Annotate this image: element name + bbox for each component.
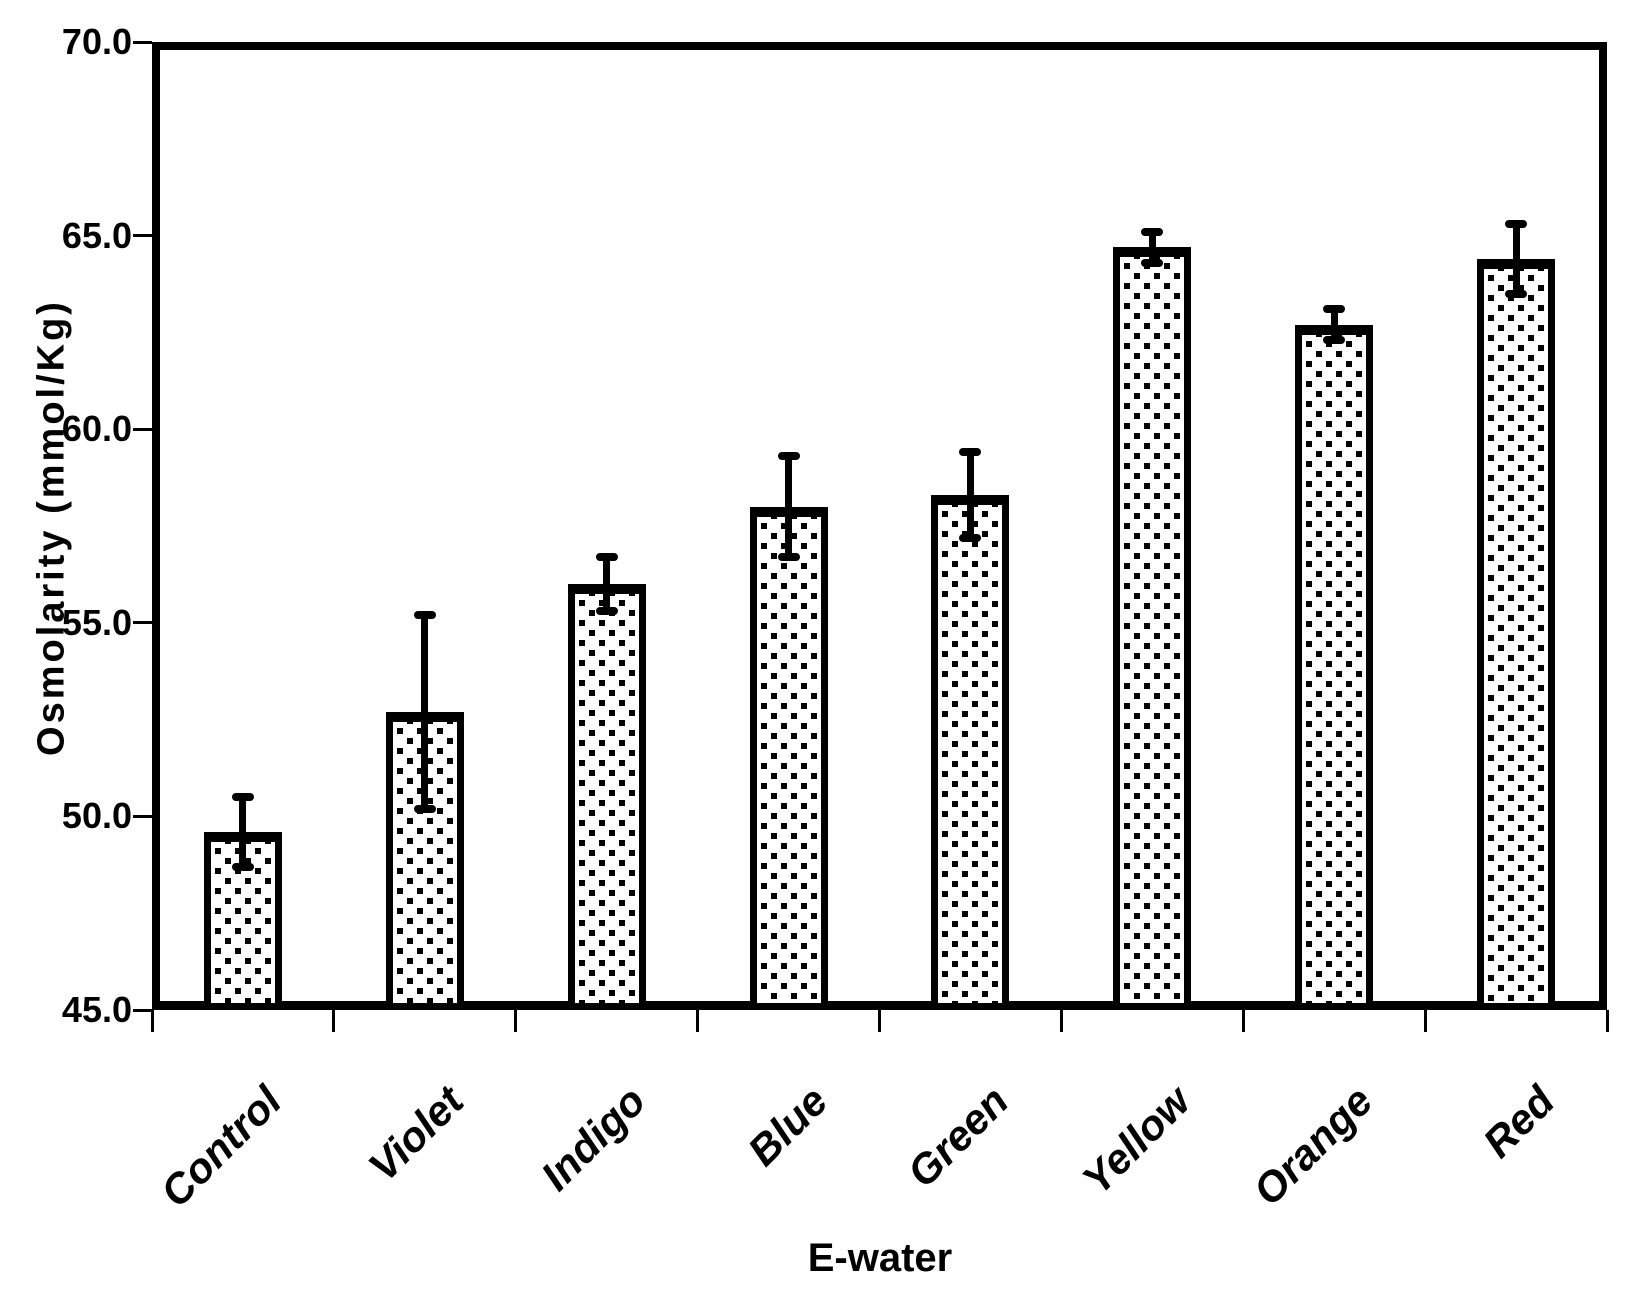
x-tick-mark bbox=[332, 1010, 336, 1032]
error-bar-cap-top-violet bbox=[413, 611, 436, 620]
category-label-blue: Blue bbox=[738, 1077, 836, 1175]
bar-green bbox=[931, 495, 1010, 1010]
error-bar-cap-top-red bbox=[1505, 219, 1528, 228]
x-tick-mark bbox=[1605, 1010, 1609, 1032]
category-label-red: Red bbox=[1473, 1077, 1564, 1167]
x-tick-mark bbox=[696, 1010, 700, 1032]
y-tick-mark bbox=[133, 621, 152, 625]
error-bar-cap-top-blue bbox=[777, 452, 800, 461]
y-tick-mark bbox=[133, 1008, 152, 1012]
y-tick-label: 60.0 bbox=[61, 408, 132, 450]
error-bar-cap-top-control bbox=[231, 793, 254, 802]
category-label-control: Control bbox=[151, 1077, 291, 1216]
error-bar-stem-orange bbox=[1330, 309, 1338, 341]
error-bar-cap-bottom-orange bbox=[1323, 336, 1346, 345]
y-tick-label: 45.0 bbox=[61, 989, 132, 1030]
x-tick-mark bbox=[878, 1010, 881, 1032]
x-tick-mark bbox=[150, 1010, 154, 1032]
x-tick-mark bbox=[514, 1010, 518, 1032]
category-label-green: Green bbox=[898, 1077, 1018, 1197]
plot-area bbox=[152, 42, 1607, 1010]
error-bar-stem-yellow bbox=[1148, 231, 1156, 263]
y-tick-mark bbox=[133, 234, 152, 238]
error-bar-stem-indigo bbox=[603, 556, 611, 612]
y-tick-mark bbox=[133, 814, 152, 818]
x-tick-mark bbox=[1241, 1010, 1245, 1032]
error-bar-cap-bottom-indigo bbox=[595, 607, 618, 616]
bar-indigo bbox=[567, 584, 646, 1010]
error-bar-cap-bottom-control bbox=[231, 862, 254, 871]
bar-red bbox=[1477, 258, 1556, 1010]
error-bar-stem-control bbox=[239, 797, 247, 867]
error-bar-cap-bottom-red bbox=[1505, 289, 1528, 298]
bar-yellow bbox=[1113, 247, 1192, 1010]
category-label-violet: Violet bbox=[359, 1077, 473, 1190]
y-tick-mark bbox=[133, 40, 152, 44]
error-bar-stem-red bbox=[1512, 223, 1520, 294]
x-tick-mark bbox=[1059, 1010, 1063, 1032]
error-bar-cap-bottom-blue bbox=[777, 552, 800, 561]
error-bar-cap-bottom-green bbox=[959, 533, 982, 542]
x-tick-mark bbox=[1423, 1010, 1427, 1032]
y-tick-mark bbox=[133, 427, 152, 431]
category-label-yellow: Yellow bbox=[1073, 1077, 1200, 1204]
error-bar-cap-top-green bbox=[959, 448, 982, 457]
category-label-orange: Orange bbox=[1244, 1077, 1382, 1215]
x-axis-title: E-water bbox=[807, 1236, 953, 1280]
y-axis-title: Osmolarity (mmol/Kg) bbox=[30, 299, 73, 756]
bar-blue bbox=[749, 506, 828, 1010]
error-bar-stem-blue bbox=[785, 456, 793, 557]
y-tick-label: 70.0 bbox=[61, 21, 132, 62]
error-bar-cap-top-orange bbox=[1323, 305, 1346, 314]
error-bar-cap-bottom-yellow bbox=[1141, 258, 1164, 267]
error-bar-cap-top-yellow bbox=[1141, 227, 1164, 236]
error-bar-cap-top-indigo bbox=[595, 552, 618, 561]
y-tick-label: 65.0 bbox=[61, 214, 132, 256]
category-label-indigo: Indigo bbox=[531, 1077, 654, 1200]
bar-orange bbox=[1295, 324, 1374, 1010]
error-bar-stem-green bbox=[966, 452, 974, 538]
error-bar-cap-bottom-violet bbox=[413, 804, 436, 813]
y-tick-label: 55.0 bbox=[61, 601, 132, 643]
y-tick-label: 50.0 bbox=[61, 795, 132, 837]
error-bar-stem-violet bbox=[421, 615, 429, 809]
